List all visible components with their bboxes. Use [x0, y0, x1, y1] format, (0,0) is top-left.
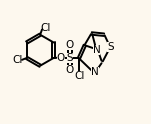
Text: O: O [66, 40, 74, 50]
Text: S: S [107, 42, 114, 52]
Text: Cl: Cl [12, 55, 23, 65]
Text: Cl: Cl [74, 71, 84, 81]
Text: Cl: Cl [40, 23, 50, 33]
Text: O: O [57, 53, 65, 63]
Text: N: N [93, 45, 100, 55]
Text: N: N [91, 67, 99, 77]
Text: S: S [67, 53, 73, 63]
Text: O: O [66, 65, 74, 75]
